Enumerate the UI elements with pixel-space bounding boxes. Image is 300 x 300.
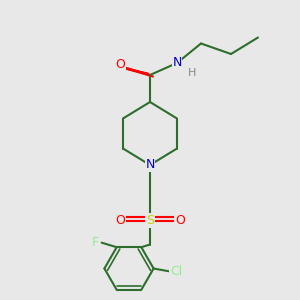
- Text: O: O: [115, 58, 125, 71]
- Text: N: N: [172, 56, 182, 70]
- Text: O: O: [115, 214, 125, 227]
- Text: Cl: Cl: [170, 265, 182, 278]
- Text: N: N: [145, 158, 155, 172]
- Text: F: F: [92, 236, 99, 249]
- Text: S: S: [146, 214, 154, 227]
- Text: O: O: [175, 214, 185, 227]
- Text: H: H: [188, 68, 196, 79]
